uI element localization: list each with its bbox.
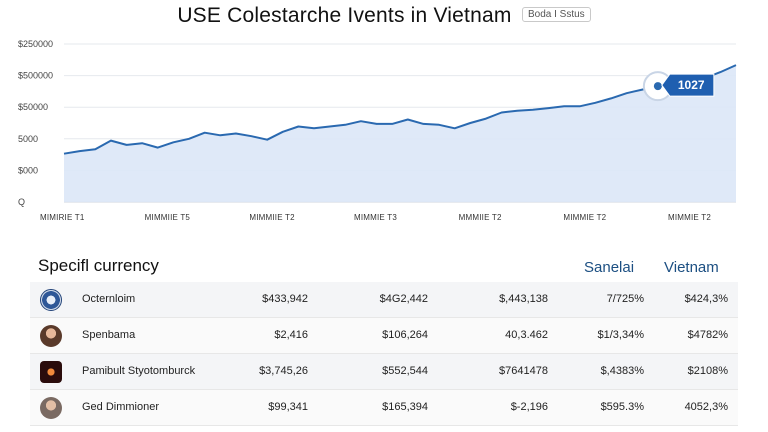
table-row[interactable]: Ged Dimmioner $99,341 $165,394 $-2,196 $… — [30, 390, 738, 426]
row-value: 4052,3% — [684, 401, 728, 413]
row-value: $552,544 — [382, 365, 428, 377]
x-tick-label: MIMMIIE T5 — [145, 213, 191, 222]
tooltip-bubble — [661, 73, 715, 97]
table-header: Specifl currency Sanelai Vietnam — [38, 256, 738, 282]
row-value: $,4383% — [600, 365, 644, 377]
chart-subtitle-badge[interactable]: Boda I Sstus — [521, 6, 591, 22]
x-tick-label: MIMMIE T2 — [563, 213, 606, 222]
x-tick-label: MIMIRIE T1 — [40, 213, 85, 222]
row-name: Spenbama — [82, 329, 136, 341]
row-value: $595.3% — [600, 401, 644, 413]
x-axis-ticks: MIMIRIE T1 MIMMIIE T5 MIMMIIE T2 MIMMIE T3 M… — [40, 213, 711, 222]
row-value: $2,416 — [274, 329, 308, 341]
x-tick-label: MIMMIE T2 — [668, 213, 711, 222]
series-line — [63, 64, 737, 155]
row-value: $7641478 — [499, 365, 548, 377]
row-value: $165,394 — [382, 401, 428, 413]
row-value: 7/725% — [606, 293, 644, 305]
row-value: $106,264 — [382, 329, 428, 341]
area-fill — [64, 65, 736, 202]
area-chart: $250000 $500000 $50000 5000 $000 Q MIMIRIE T1… — [18, 39, 737, 222]
highlight-point[interactable] — [653, 82, 662, 91]
row-value: $3,745,26 — [259, 365, 308, 377]
y-tick-label: 5000 — [18, 134, 38, 144]
y-tick-label: Q — [18, 197, 25, 207]
row-value: $99,341 — [268, 401, 308, 413]
avatar-icon — [40, 361, 62, 383]
row-value: $,443,138 — [499, 293, 548, 305]
row-name: Pamibult Styotomburck — [82, 365, 196, 377]
table-header-first: Specifl currency — [38, 256, 159, 275]
avatar-icon — [40, 325, 62, 347]
row-name: Ged Dimmioner — [82, 401, 160, 413]
y-axis-ticks: $250000 $500000 $50000 5000 $000 Q — [18, 39, 53, 207]
x-tick-label: MMMIIE T2 — [459, 213, 502, 222]
tooltip-label: 1027 — [678, 78, 705, 92]
row-value: $4782% — [687, 329, 728, 341]
y-tick-label: $250000 — [18, 39, 53, 49]
row-value: $-2,196 — [510, 401, 548, 413]
chart-title: USE Colestarche Ivents in Vietnam — [177, 4, 512, 27]
row-value: $1/3,34% — [597, 329, 644, 341]
row-value: $2108% — [687, 365, 728, 377]
x-tick-label: MIMMIE T3 — [354, 213, 397, 222]
chart-title-row: USE Colestarche Ivents in Vietnam Boda I… — [0, 4, 768, 28]
row-value: $433,942 — [262, 293, 308, 305]
row-value: $424,3% — [684, 293, 728, 305]
avatar-icon — [40, 289, 62, 311]
highlight-marker[interactable]: 1027 — [642, 71, 715, 102]
table-header-col-1[interactable]: Sanelai — [584, 259, 635, 276]
table-row[interactable]: Octernloim $433,942 $4G2,442 $,443,138 7… — [30, 282, 738, 318]
y-tick-label: $500000 — [18, 71, 53, 81]
row-value: $4G2,442 — [379, 293, 428, 305]
avatar-icon — [40, 397, 62, 419]
x-tick-label: MIMMIIE T2 — [249, 213, 295, 222]
row-value: 40,3.462 — [505, 329, 548, 341]
y-tick-label: $000 — [18, 165, 38, 175]
y-tick-label: $50000 — [18, 102, 48, 112]
row-name: Octernloim — [82, 293, 136, 305]
currency-table: Octernloim $433,942 $4G2,442 $,443,138 7… — [30, 282, 738, 426]
table-row[interactable]: Pamibult Styotomburck $3,745,26 $552,544… — [30, 354, 738, 390]
table-header-col-2[interactable]: Vietnam — [664, 259, 719, 276]
table-row[interactable]: Spenbama $2,416 $106,264 40,3.462 $1/3,3… — [30, 318, 738, 354]
